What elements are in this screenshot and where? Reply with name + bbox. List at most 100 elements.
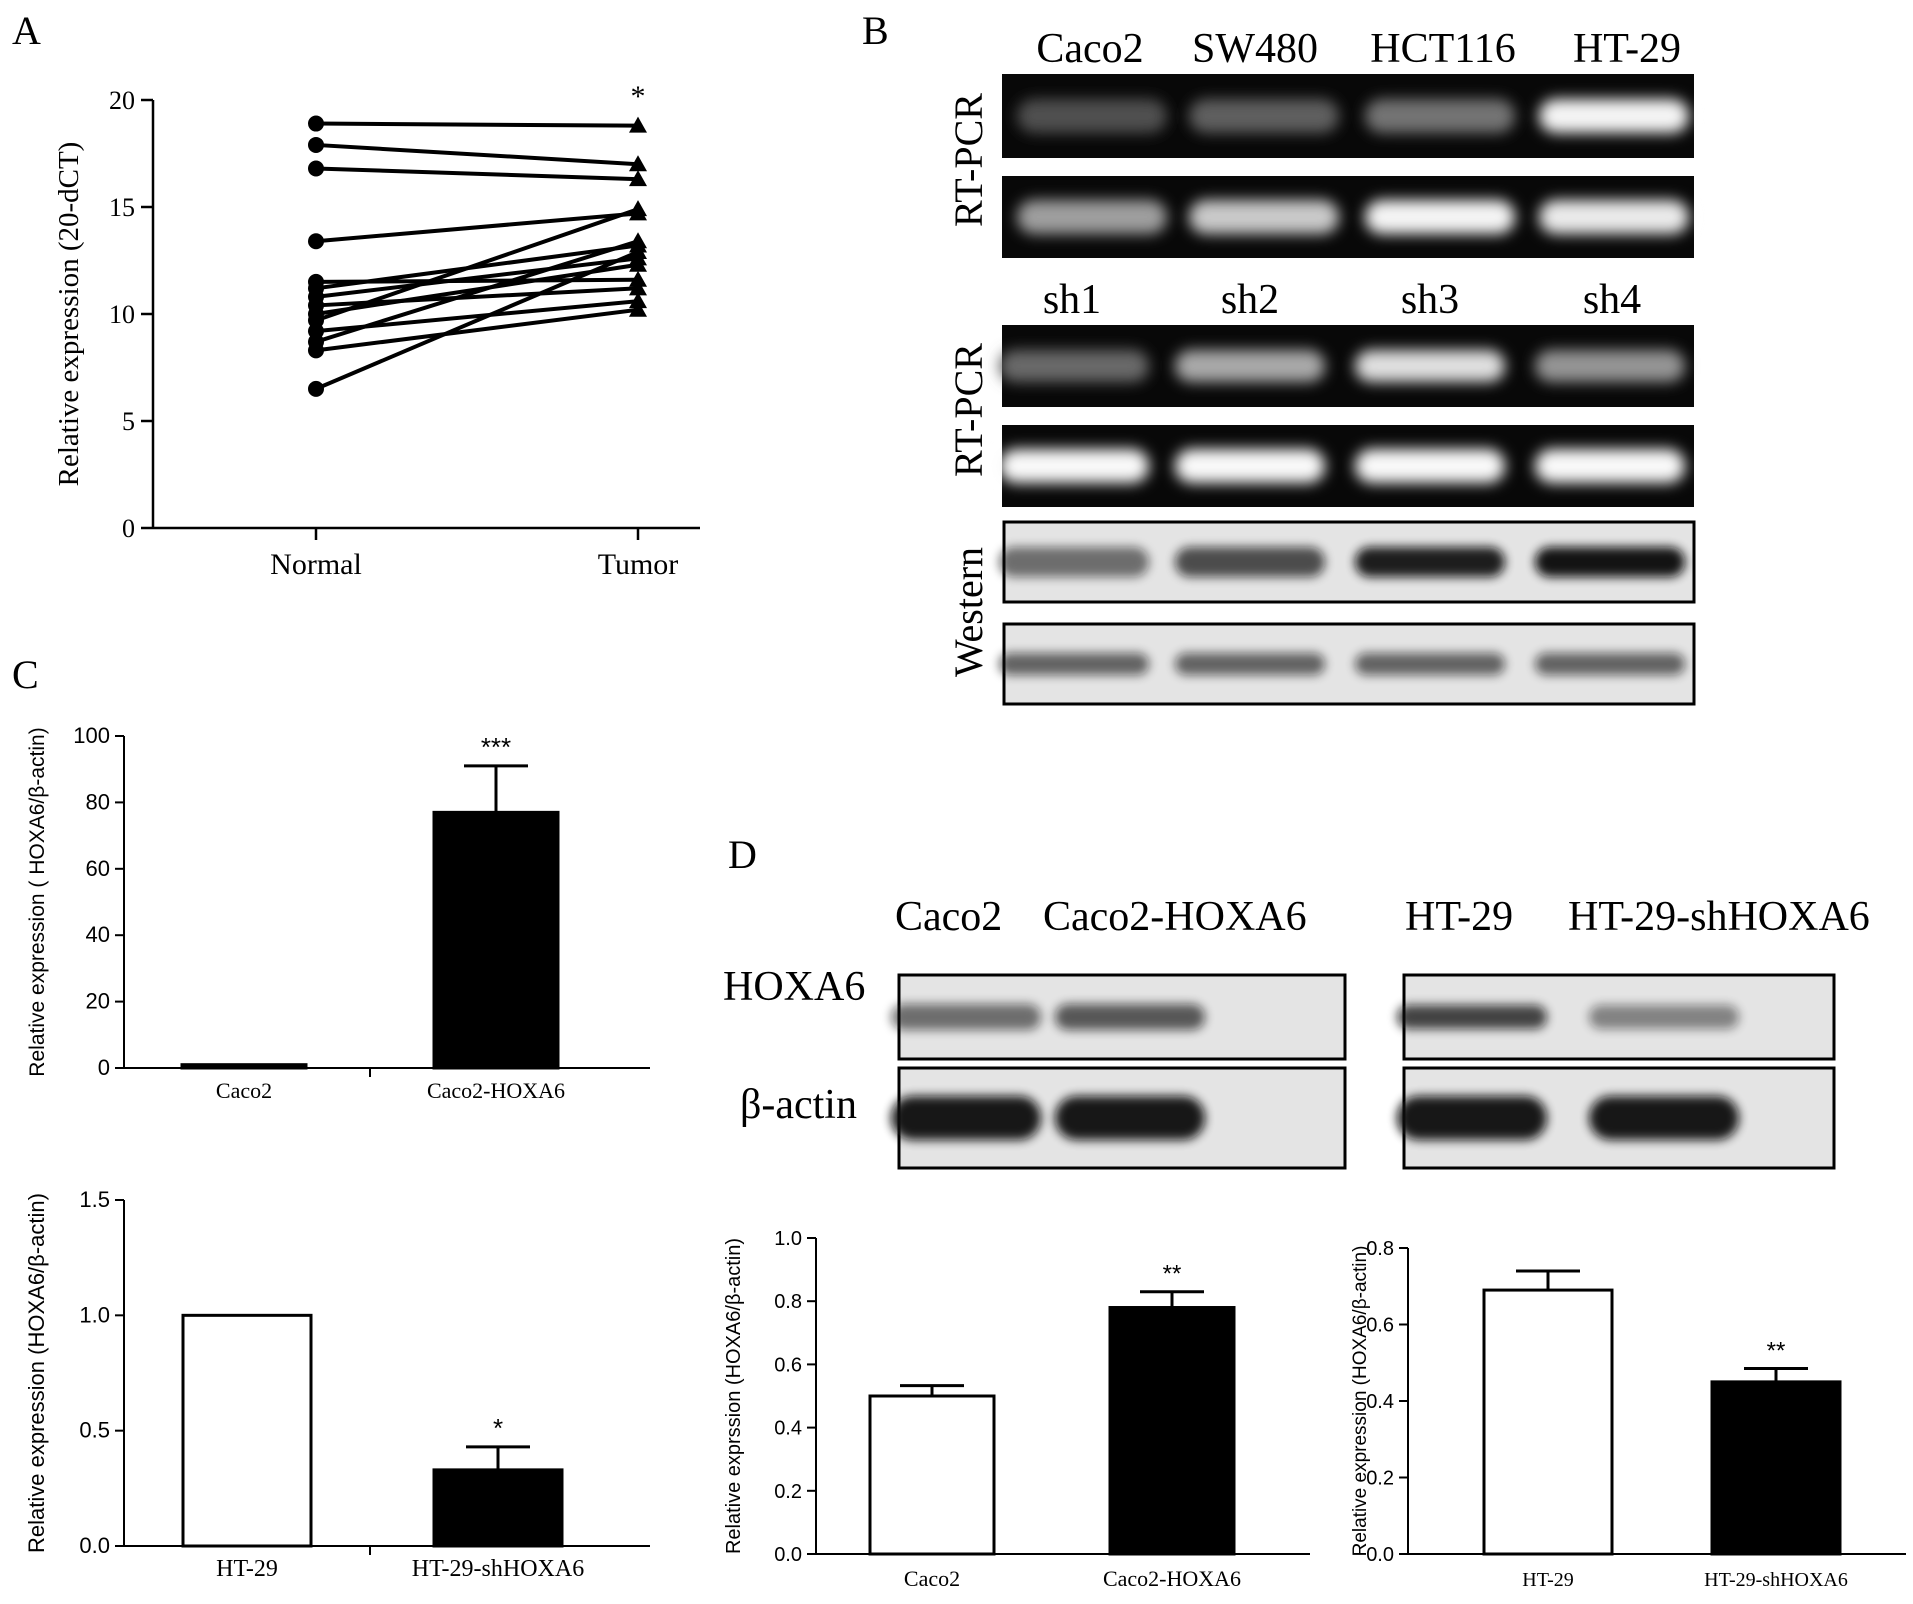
bar <box>432 1468 564 1548</box>
panel-label-a: A <box>12 8 41 53</box>
blot-band <box>999 653 1149 675</box>
x-tick-label: Tumor <box>598 548 679 581</box>
tumor-point <box>629 292 647 309</box>
lane-label-hct116: HCT116 <box>1370 26 1515 72</box>
blot-band <box>1535 547 1685 577</box>
y-tick-label: 0.5 <box>79 1418 110 1443</box>
bar <box>1108 1306 1236 1556</box>
blot-band <box>1397 1005 1547 1029</box>
blot-band <box>1175 653 1325 675</box>
x-tick-label: Normal <box>270 548 362 581</box>
blot-band <box>1175 547 1325 577</box>
tumor-point <box>629 279 647 296</box>
pair-line <box>315 121 639 128</box>
d-lane-label-caco2: Caco2 <box>895 894 1002 940</box>
d-row-label-actin: β-actin <box>740 1082 857 1128</box>
tumor-point <box>629 270 647 287</box>
y-tick-label: 0.2 <box>774 1481 802 1503</box>
y-tick-label: 0.0 <box>1366 1544 1394 1566</box>
significance-mark: * <box>493 1413 503 1443</box>
gel-band <box>1189 200 1339 234</box>
tumor-point <box>629 170 647 187</box>
blot-band <box>891 1096 1041 1140</box>
gel-band <box>1539 99 1689 133</box>
gel-band <box>1017 99 1167 133</box>
pair-line <box>315 239 639 344</box>
y-tick-label: 5 <box>122 407 135 436</box>
y-tick-label: 0 <box>98 1055 110 1080</box>
panel-d-blots: Caco2 Caco2-HOXA6 HT-29 HT-29-shHOXA6 HO… <box>723 894 1870 1170</box>
bar <box>432 810 560 1070</box>
tumor-point <box>629 300 647 317</box>
tumor-point <box>629 255 647 272</box>
x-category-label: Caco2-HOXA6 <box>1103 1566 1241 1591</box>
y-axis-label: Relative expression (HOXA6/β-actin) <box>1350 1246 1371 1557</box>
y-axis-label: Relative expression (HOXA6/β-actin) <box>24 1193 49 1553</box>
normal-point <box>308 380 324 397</box>
panel-label-c: C <box>12 652 39 697</box>
y-tick-label: 1.0 <box>774 1228 802 1250</box>
normal-point <box>308 160 324 177</box>
significance-mark: ** <box>1163 1261 1182 1288</box>
significance-mark: *** <box>481 732 511 762</box>
y-tick-label: 20 <box>109 86 135 115</box>
d-row-label-hoxa6: HOXA6 <box>723 964 865 1010</box>
y-tick-label: 0.0 <box>79 1533 110 1558</box>
d-lane-label-caco2-hoxa6: Caco2-HOXA6 <box>1043 894 1307 940</box>
blot-band <box>1397 1096 1547 1140</box>
lane-label-caco2: Caco2 <box>1036 26 1143 72</box>
y-tick-label: 20 <box>86 989 110 1014</box>
y-tick-label: 0.6 <box>774 1354 802 1376</box>
pair-line <box>315 250 639 391</box>
x-category-label: HT-29 <box>1522 1569 1573 1591</box>
blot-band <box>1355 653 1505 675</box>
y-tick-label: 0.4 <box>1366 1391 1394 1413</box>
y-axis-label: Relative exprssion (HOXA6/β-actin) <box>723 1238 745 1554</box>
panel-c-bottom-bar-chart: 0.0 0.5 1.0 1.5 HT-29 * HT-29-shHOXA6 Relative … <box>24 1187 650 1582</box>
lane-label-ht29: HT-29 <box>1573 26 1681 72</box>
y-tick-label: 0.8 <box>1366 1238 1394 1260</box>
y-tick-label: 15 <box>109 193 135 222</box>
gel-band <box>1539 200 1689 234</box>
blot-band <box>1055 1004 1205 1030</box>
side-label-rtpcr-1: RT-PCR <box>946 93 991 227</box>
gel-band <box>1535 350 1685 382</box>
bar <box>1482 1288 1614 1556</box>
gel-band <box>1365 200 1515 234</box>
y-tick-label: 10 <box>109 300 135 329</box>
lane-label-sh4: sh4 <box>1583 277 1641 323</box>
y-tick-label: 0.0 <box>774 1544 802 1566</box>
x-category-label: Caco2 <box>904 1566 960 1591</box>
y-tick-label: 1.5 <box>79 1187 110 1212</box>
panel-b-gels: Caco2 SW480 HCT116 HT-29 sh1 sh2 sh3 sh4… <box>946 26 1696 706</box>
y-tick-label: 80 <box>86 789 110 814</box>
bar <box>180 1063 308 1070</box>
tumor-point <box>629 116 647 133</box>
pair-line <box>315 142 639 167</box>
pair-line <box>315 256 639 299</box>
y-tick-label: 0.6 <box>1366 1315 1394 1337</box>
side-label-western: Western <box>946 547 991 677</box>
significance-mark: ** <box>1767 1337 1786 1364</box>
tumor-point <box>629 155 647 172</box>
panel-label-d: D <box>728 832 757 877</box>
tumor-point <box>629 200 647 217</box>
gel-band <box>1189 99 1339 133</box>
gel-band <box>1365 99 1515 133</box>
panel-label-b: B <box>862 8 889 53</box>
pair-line <box>315 207 639 323</box>
y-axis-label: Relative expression (20-dCT) <box>53 142 85 487</box>
panel-d-left-bar-chart: 0.0 0.2 0.4 0.6 0.8 1.0 Caco2 ** Caco2-HOXA6 Rela… <box>723 1228 1310 1591</box>
bar <box>181 1313 313 1548</box>
blot-band <box>1055 1096 1205 1140</box>
y-tick-label: 100 <box>73 723 110 748</box>
blot-band <box>1535 653 1685 675</box>
y-tick-label: 60 <box>86 856 110 881</box>
normal-point <box>308 342 324 359</box>
gel-band <box>1355 350 1505 382</box>
gel-band <box>1535 449 1685 483</box>
gel-band <box>1355 449 1505 483</box>
d-lane-label-ht29-sh: HT-29-shHOXA6 <box>1568 894 1870 940</box>
y-tick-label: 0.8 <box>774 1291 802 1313</box>
lane-label-sh1: sh1 <box>1043 277 1101 323</box>
